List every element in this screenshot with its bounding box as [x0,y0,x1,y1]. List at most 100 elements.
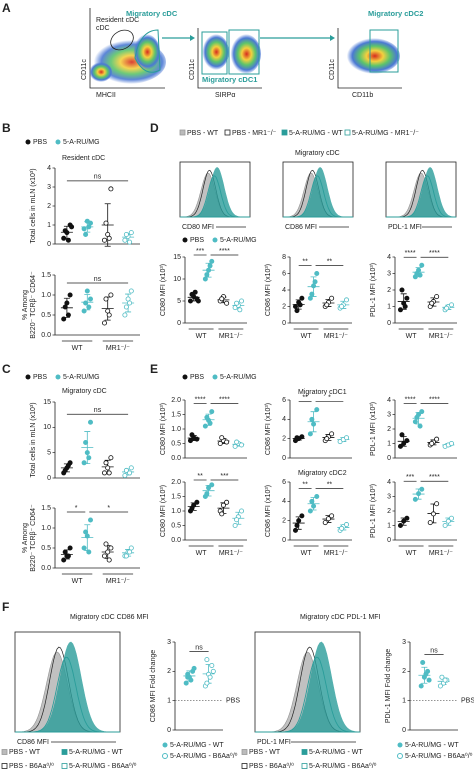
plot-title: Migratory cDC1 [298,389,347,396]
y-tick-label: 0.5 [41,545,51,552]
legend-marker [162,753,168,759]
plot-title: Migratory cDC2 [298,470,347,477]
data-point [437,683,443,689]
y-tick-label: 1 [387,522,391,529]
y-axis-label: CD86 MFI (x10³) [265,485,272,537]
x-group-label: WT [72,578,84,585]
histogram [15,641,120,733]
y-axis-label: B220⁻ TCRβ⁻ CD64⁻ [30,504,37,572]
y-tick-label: 0.5 [171,522,181,529]
y-tick-label: 2 [387,426,391,433]
significance-label: **** [429,474,440,481]
data-point [209,482,215,488]
flow-plot: Resident cDC cDC [88,8,166,89]
data-point [191,665,197,671]
plot-title: Migratory cDC [62,388,107,395]
data-point [123,553,129,559]
histogram [283,167,353,218]
data-point [399,287,405,293]
data-point [309,416,315,422]
significance-label: ns [94,174,102,181]
y-tick-label: 2 [167,668,171,675]
legend-marker [212,374,218,380]
y-axis-label: PDL-1 MFI (x10³) [370,402,377,456]
axis-line [184,400,247,459]
data-point [108,292,114,298]
mean-sd-bar [202,485,215,497]
data-point [314,407,320,413]
data-point [83,440,89,446]
data-point [86,224,92,230]
data-point [449,515,455,521]
data-point [204,680,210,686]
y-tick-label: 2 [387,508,391,515]
data-point [307,295,313,301]
data-point [234,439,240,445]
axis-label: CD11c [189,59,196,80]
y-tick-label: 0 [167,727,171,734]
significance-label: ** [302,481,308,488]
data-point [81,460,87,466]
data-point [88,419,94,425]
data-point [210,668,216,674]
data-point [294,308,300,314]
data-point [122,472,128,478]
data-point [339,525,345,531]
data-point [412,496,418,502]
data-point [404,515,410,521]
data-point [344,522,350,528]
data-point [105,308,111,314]
legend-label: 5-A-RU/MG [63,139,100,146]
data-point [106,470,112,476]
data-point [105,465,111,471]
legend-label: PBS [33,139,47,146]
panel-label: B [2,121,11,135]
axis-line [184,482,247,541]
data-point [65,553,71,559]
data-point [61,557,67,563]
plot-title: Migratory cDC CD86 MFI [70,614,149,621]
data-point [412,419,418,425]
data-point [64,300,70,306]
x-group-label: WT [301,550,313,557]
data-point [189,432,195,438]
data-point [417,272,423,278]
x-group-label: MR1⁻/⁻ [106,578,130,585]
histogram [15,656,120,733]
legend-label: 5-A-RU/MG - WT [309,749,363,756]
legend-marker [212,237,218,243]
significance-label: *** [406,474,414,481]
y-tick-label: 0.0 [171,455,181,462]
legend-marker [55,139,61,145]
data-point [219,435,225,441]
data-point [449,302,455,308]
y-tick-label: 2 [282,436,286,443]
data-point [397,443,403,449]
x-group-label: MR1⁻/⁻ [219,550,243,557]
data-point [206,267,212,273]
significance-label: ** [327,258,333,265]
y-tick-label: 0 [282,320,286,327]
y-axis-label: PDL-1 MFI Fold change [385,649,392,723]
x-group-label: WT [406,333,418,340]
data-point [106,312,112,318]
y-tick-label: 2 [387,287,391,294]
legend-marker [397,753,403,759]
legend-label: PBS - MR1⁻/⁻ [232,130,277,137]
legend-label: 5-A-RU/MG - WT [405,742,459,749]
data-point [62,228,68,234]
significance-label: ** [302,258,308,265]
y-tick-label: 6 [282,270,286,277]
data-point [442,523,448,529]
legend-marker [55,374,61,380]
data-point [62,549,68,555]
data-point [292,303,298,309]
data-point [297,302,303,308]
y-tick-label: 3 [47,184,51,191]
data-point [294,435,300,441]
y-tick-label: 1.0 [41,292,51,299]
y-tick-label: 3 [402,639,406,646]
data-point [419,409,425,415]
y-axis-label: CD86 MFI (x10³) [265,403,272,455]
legend-marker [301,749,308,755]
